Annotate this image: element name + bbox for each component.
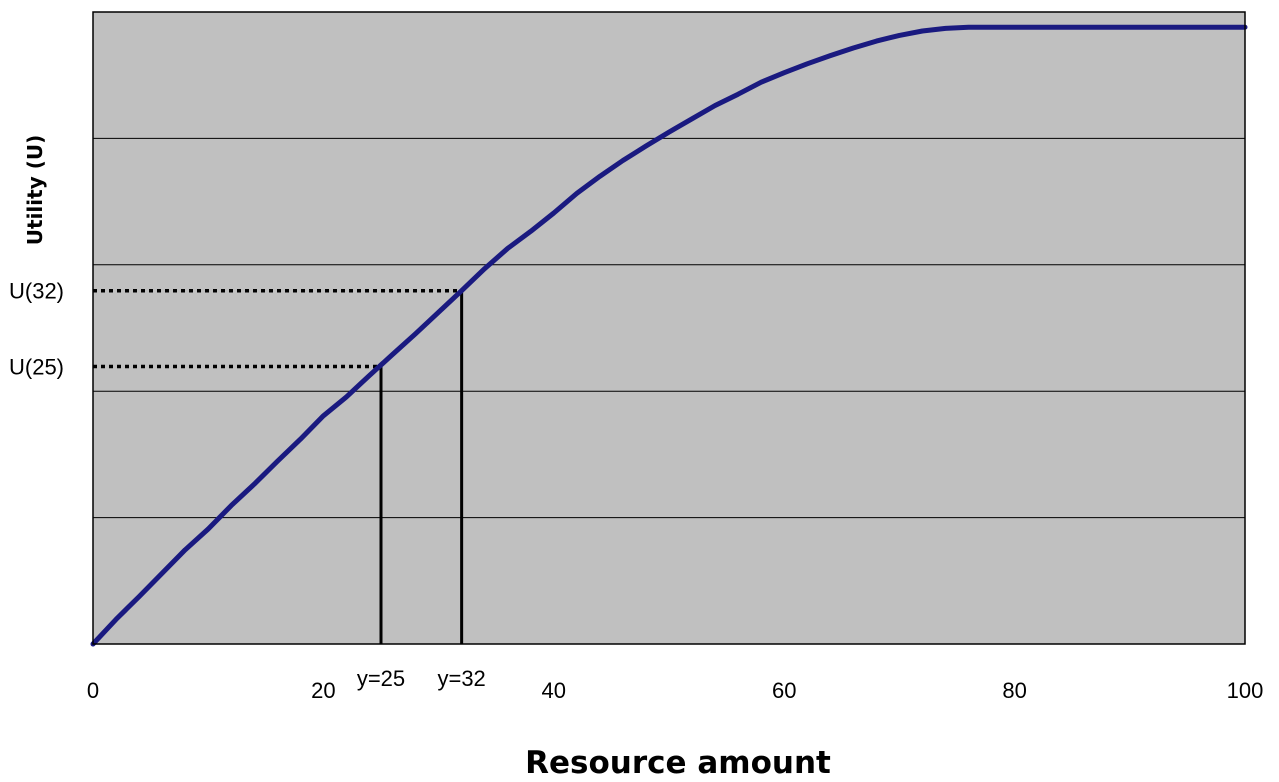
x-tick-label: 40 bbox=[542, 678, 566, 703]
plot-border bbox=[92, 11, 1246, 645]
x-tick-label: 60 bbox=[772, 678, 796, 703]
guide-lines bbox=[93, 288, 464, 644]
x-axis-title: Resource amount bbox=[525, 745, 831, 781]
x-marker-label: y=32 bbox=[437, 666, 485, 691]
y-marker-label: U(25) bbox=[9, 355, 64, 380]
y-axis-title: Utility (U) bbox=[23, 135, 47, 245]
grid-lines bbox=[93, 137, 1245, 519]
x-tick-label: 100 bbox=[1227, 678, 1264, 703]
x-tick-label: 0 bbox=[87, 678, 99, 703]
marker-labels: y=25 U(25) y=32 U(32) bbox=[9, 279, 486, 691]
x-tick-label: 80 bbox=[1002, 678, 1026, 703]
y-marker-label: U(32) bbox=[9, 279, 64, 304]
utility-curve bbox=[90, 24, 1248, 647]
x-marker-label: y=25 bbox=[357, 666, 405, 691]
x-tick-labels: 0 20 40 60 80 100 bbox=[87, 678, 1263, 703]
plot-area bbox=[93, 12, 1245, 644]
x-tick-label: 20 bbox=[311, 678, 335, 703]
